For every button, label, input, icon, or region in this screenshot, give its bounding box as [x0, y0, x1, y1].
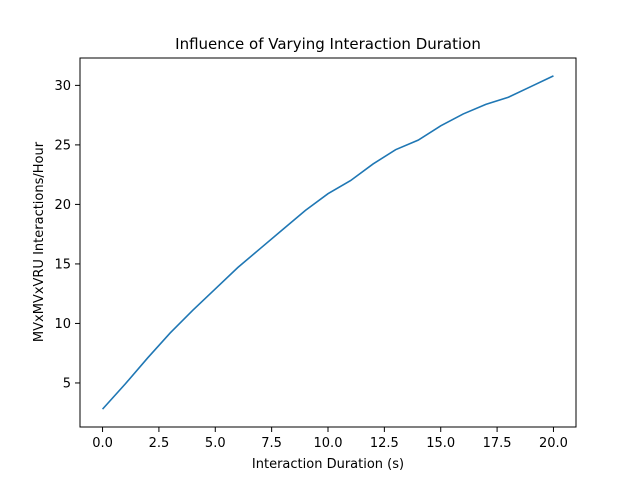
x-tick-label: 12.5: [370, 436, 399, 451]
x-tick-label: 10.0: [314, 436, 343, 451]
x-tick-label: 5.0: [205, 436, 226, 451]
x-tick-label: 2.5: [149, 436, 170, 451]
x-tick-label: 7.5: [261, 436, 282, 451]
series-line: [101, 75, 554, 410]
y-tick-label: 25: [54, 138, 71, 153]
chart-title: Influence of Varying Interaction Duratio…: [175, 35, 481, 53]
x-axis-label: Interaction Duration (s): [252, 457, 404, 472]
x-axis: 0.0 2.5 5.0 7.5 10.0 12.5 15.0 17.5 20.0: [92, 427, 568, 451]
y-tick-label: 30: [54, 79, 71, 94]
y-tick-label: 20: [54, 198, 71, 213]
y-tick-label: 10: [54, 317, 71, 332]
y-axis-label: MVxMVxVRU Interactions/Hour: [32, 141, 47, 342]
plot-area-frame: [79, 57, 577, 428]
x-tick-label: 17.5: [483, 436, 512, 451]
x-tick-label: 15.0: [426, 436, 455, 451]
y-tick-label: 5: [63, 376, 71, 391]
y-axis: 5 10 15 20 25 30: [54, 79, 80, 391]
y-tick-label: 15: [54, 257, 71, 272]
x-tick-label: 20.0: [539, 436, 568, 451]
x-tick-label: 0.0: [92, 436, 113, 451]
